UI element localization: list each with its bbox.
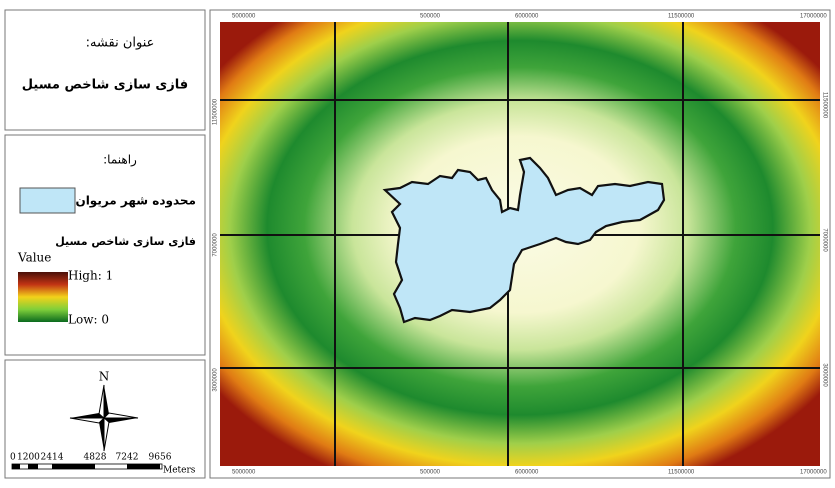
scale-unit: Meters <box>163 466 196 476</box>
coord-label: 11500000 <box>821 92 827 119</box>
value-label: Value <box>17 251 51 265</box>
low-label: Low: 0 <box>68 313 109 327</box>
north-arrow: N <box>69 370 139 452</box>
coord-label: 11500000 <box>668 470 695 476</box>
coord-label: 11500000 <box>668 14 695 20</box>
layer-name: فازی سازی شاخص مسیل <box>55 235 196 248</box>
scale-label: 0 <box>10 453 16 463</box>
city-boundary <box>382 156 666 324</box>
north-label: N <box>99 370 110 384</box>
coord-label: 6000000 <box>515 14 539 20</box>
coord-label: 6000000 <box>515 470 539 476</box>
coord-label: 17000000 <box>800 470 827 476</box>
high-label: High: 1 <box>68 269 113 283</box>
coord-label: 3000000 <box>213 368 219 392</box>
coord-label: 500000 <box>420 14 441 20</box>
boundary-swatch <box>19 187 76 214</box>
scale-label: 4828 <box>84 453 107 463</box>
coord-label: 7000000 <box>821 228 827 252</box>
title-label: عنوان نقشه: <box>86 36 155 51</box>
boundary-label: محدوده شهر مریوان <box>75 194 196 209</box>
scale-label: 9656 <box>149 453 172 463</box>
title-panel <box>4 9 206 131</box>
coord-label: 500000 <box>420 470 441 476</box>
coord-label: 5000000 <box>232 470 256 476</box>
scale-label: 7242 <box>116 453 139 463</box>
coord-label: 5000000 <box>232 14 256 20</box>
coord-label: 3000000 <box>821 363 827 387</box>
ramp-swatch <box>18 272 68 322</box>
title: فازی سازی شاخص مسیل <box>22 78 188 93</box>
scale-label: 1200 <box>17 453 40 463</box>
coord-label: 17000000 <box>800 14 827 20</box>
frame-labels: 5000000 500000 6000000 11500000 17000000… <box>213 14 828 476</box>
scale-bar: 0 1200 2414 4828 7242 9656 Meters <box>10 453 196 476</box>
coord-label: 7000000 <box>213 233 219 257</box>
scale-label: 2414 <box>41 453 64 463</box>
legend-heading: راهنما: <box>103 153 137 168</box>
coord-label: 11500000 <box>213 98 219 125</box>
